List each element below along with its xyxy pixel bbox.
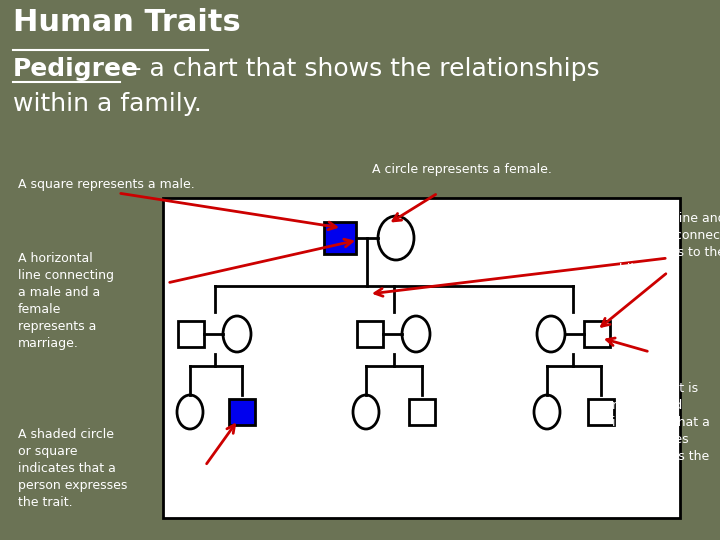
Text: A circle or
square that is
not shaded
indicates that a
person does
not express t: A circle or square that is not shaded in…	[612, 365, 710, 480]
Text: Pedigree: Pedigree	[13, 57, 139, 81]
Text: A circle represents a female.: A circle represents a female.	[372, 163, 552, 176]
Text: A vertical line and
a bracket connect
the parents to their
children.: A vertical line and a bracket connect th…	[612, 212, 720, 276]
Text: – a chart that shows the relationships: – a chart that shows the relationships	[121, 57, 600, 81]
Bar	[409, 399, 435, 425]
Ellipse shape	[378, 216, 414, 260]
Bar	[357, 321, 383, 347]
Text: A horizontal
line connecting
a male and a
female
represents a
marriage.: A horizontal line connecting a male and …	[18, 252, 114, 350]
Ellipse shape	[537, 316, 565, 352]
Ellipse shape	[177, 395, 203, 429]
Bar	[588, 399, 614, 425]
Ellipse shape	[223, 316, 251, 352]
Text: Human Traits: Human Traits	[13, 8, 240, 37]
Bar	[229, 399, 255, 425]
Text: A square represents a male.: A square represents a male.	[18, 178, 194, 191]
Text: A shaded circle
or square
indicates that a
person expresses
the trait.: A shaded circle or square indicates that…	[18, 428, 127, 509]
Bar	[163, 198, 680, 518]
Text: within a family.: within a family.	[13, 92, 202, 116]
Ellipse shape	[353, 395, 379, 429]
Bar	[324, 222, 356, 254]
Ellipse shape	[534, 395, 560, 429]
Ellipse shape	[402, 316, 430, 352]
Bar	[178, 321, 204, 347]
Bar	[584, 321, 610, 347]
